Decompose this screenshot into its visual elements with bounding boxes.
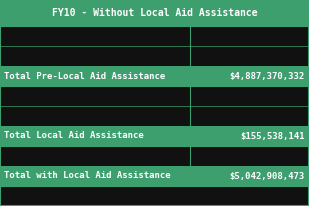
Text: FY10 - Without Local Aid Assistance: FY10 - Without Local Aid Assistance [52,8,257,18]
Text: Total Pre-Local Aid Assistance: Total Pre-Local Aid Assistance [4,71,165,81]
Bar [0,66,309,86]
Bar [0,126,309,146]
Bar [0,0,309,26]
Text: Total Local Aid Assistance: Total Local Aid Assistance [4,131,144,140]
Text: $4,887,370,332: $4,887,370,332 [230,71,305,81]
Text: $5,042,908,473: $5,042,908,473 [230,172,305,180]
Text: $155,538,141: $155,538,141 [240,131,305,140]
Text: Total with Local Aid Assistance: Total with Local Aid Assistance [4,172,171,180]
Bar [0,166,309,186]
